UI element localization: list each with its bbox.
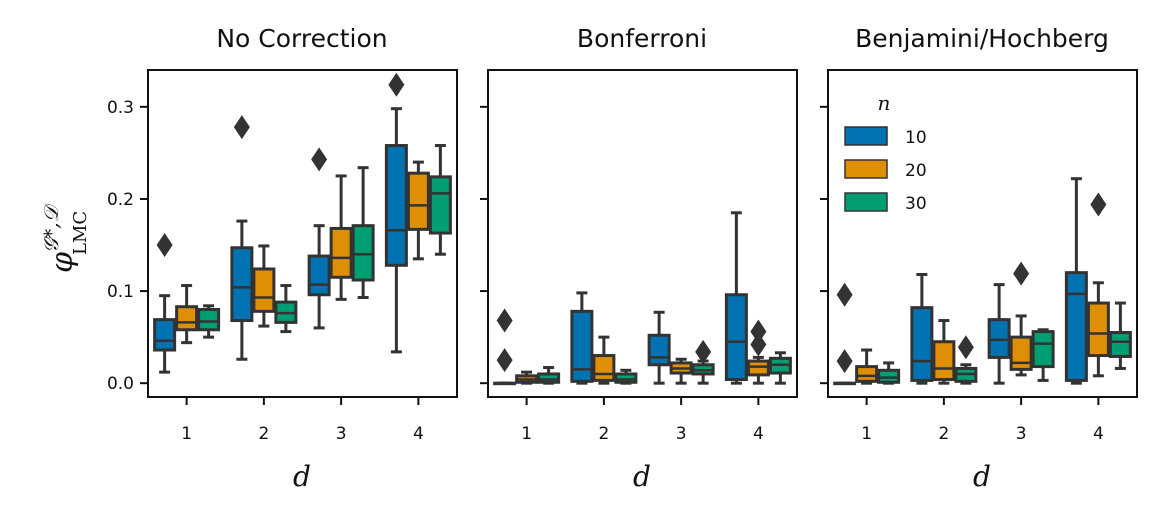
outlier xyxy=(496,308,513,333)
legend-label-10: 10 xyxy=(905,128,927,148)
outlier xyxy=(1090,192,1107,217)
legend-swatch-30 xyxy=(844,192,888,212)
box xyxy=(175,305,199,332)
y-axis-label-subscript: LMC xyxy=(70,211,91,255)
legend-label-20: 20 xyxy=(905,161,927,181)
outlier xyxy=(836,282,853,307)
x-tick-label: 4 xyxy=(1093,424,1104,444)
x-tick-label: 1 xyxy=(861,424,872,444)
box xyxy=(1064,271,1088,382)
panel-1-marks: 1 2 3 4 xyxy=(480,105,792,444)
x-tick-label: 2 xyxy=(258,424,269,444)
box xyxy=(1009,335,1033,371)
panel-2-frame xyxy=(827,69,1138,398)
panel-title-bonferroni: Bonferroni xyxy=(577,24,707,53)
box xyxy=(647,333,671,367)
y-axis-label-base: φ xyxy=(45,252,80,273)
box xyxy=(230,246,254,323)
x-tick-label: 3 xyxy=(676,424,687,444)
x-tick-label: 2 xyxy=(938,424,949,444)
y-axis-label-superscript: 𝒢*,𝒟 xyxy=(39,202,63,253)
y-tick-label: 0.1 xyxy=(107,282,134,302)
y-tick-label: 0.3 xyxy=(107,98,134,118)
legend-swatch-20 xyxy=(844,159,888,179)
outlier xyxy=(957,335,974,360)
panel-title-no-correction: No Correction xyxy=(216,24,387,53)
x-tick-label: 2 xyxy=(598,424,609,444)
outlier xyxy=(156,233,173,258)
box xyxy=(428,175,452,235)
outlier xyxy=(311,147,328,172)
panel-0-marks: 0.0 0.1 0.2 0.3 1 2 3 4 xyxy=(107,72,452,444)
outlier xyxy=(695,339,712,364)
box xyxy=(1108,331,1132,358)
box xyxy=(932,340,956,381)
outlier xyxy=(233,115,250,140)
box xyxy=(987,318,1011,359)
x-axis-label-panel-2: d xyxy=(973,460,991,493)
legend-label-30: 30 xyxy=(905,194,927,214)
x-tick-label: 3 xyxy=(1016,424,1027,444)
outlier xyxy=(388,72,405,97)
panel-2-marks: 1 2 3 4 xyxy=(820,105,1132,444)
box xyxy=(746,359,770,377)
y-tick-label: 0.2 xyxy=(107,190,134,210)
y-axis-label: φ 𝒢*,𝒟 LMC xyxy=(39,202,91,273)
legend: n 10 20 30 xyxy=(844,91,927,214)
box xyxy=(197,307,221,332)
box xyxy=(570,309,594,383)
box xyxy=(153,318,177,352)
outlier xyxy=(750,332,767,357)
legend-swatch-10 xyxy=(844,126,888,146)
panel-0-frame xyxy=(147,69,458,398)
panel-bonferroni: Bonferroni 1 2 3 4 d xyxy=(480,24,798,493)
x-axis-label-panel-0: d xyxy=(293,460,311,493)
x-tick-label: 3 xyxy=(336,424,347,444)
box xyxy=(329,226,353,279)
box xyxy=(406,171,430,231)
outlier xyxy=(1013,261,1030,286)
box xyxy=(855,365,879,383)
box xyxy=(351,224,375,282)
y-tick-label: 0.0 xyxy=(107,374,134,394)
box xyxy=(1031,330,1055,369)
box xyxy=(724,293,748,381)
box xyxy=(307,254,331,297)
panel-benjamini-hochberg: Benjamini/Hochberg 1 2 3 4 d xyxy=(820,24,1138,493)
x-axis-label-panel-1: d xyxy=(633,460,651,493)
legend-title: n xyxy=(878,91,891,115)
box xyxy=(877,368,901,384)
box xyxy=(384,144,408,267)
box xyxy=(614,372,638,384)
panel-1-frame xyxy=(487,69,798,398)
outlier xyxy=(496,348,513,373)
x-tick-label: 4 xyxy=(413,424,424,444)
outlier xyxy=(750,319,767,344)
box xyxy=(252,267,276,313)
box xyxy=(537,372,561,384)
x-tick-label: 1 xyxy=(521,424,532,444)
panel-title-benjamini-hochberg: Benjamini/Hochberg xyxy=(855,24,1109,53)
x-tick-label: 1 xyxy=(181,424,192,444)
panel-no-correction: No Correction 0.0 0.1 0.2 0.3 1 2 3 4 d xyxy=(107,24,458,493)
box xyxy=(910,306,934,382)
x-tick-label: 4 xyxy=(753,424,764,444)
outlier xyxy=(836,349,853,374)
box xyxy=(1086,301,1110,358)
box xyxy=(592,354,616,382)
